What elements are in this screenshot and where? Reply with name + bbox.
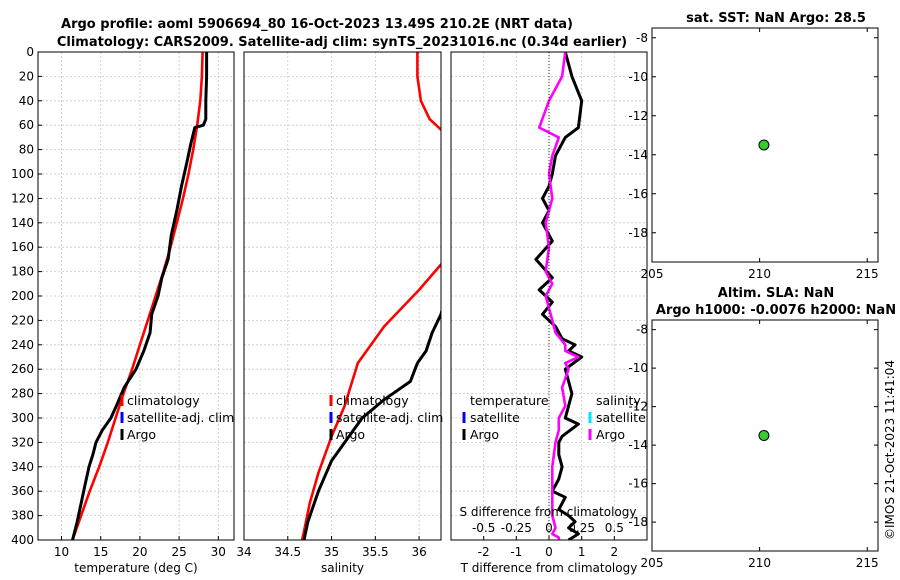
y-tick-label: -14 [628, 438, 648, 452]
x-tick-label: 20 [132, 545, 147, 559]
y-tick-label: 20 [19, 69, 34, 83]
y-tick-label: 80 [19, 143, 34, 157]
y-tick-label: -16 [628, 187, 648, 201]
profile-location-dot [758, 430, 770, 441]
y-tick-label: 360 [11, 484, 34, 498]
x-tick-label-top: -0.25 [501, 521, 532, 535]
y-tick-label: 240 [11, 338, 34, 352]
y-tick-label: 260 [11, 362, 34, 376]
x-tick-label: 10 [54, 545, 69, 559]
legend-label: satellite [596, 410, 646, 425]
x-tick-label: 25 [171, 545, 186, 559]
y-tick-label: 100 [11, 167, 34, 181]
y-tick-label: -18 [628, 515, 648, 529]
legend-title-temperature: temperature [470, 393, 549, 408]
x-tick-label-top: 0.25 [568, 521, 595, 535]
legend-title-salinity: salinity [596, 393, 641, 408]
x-tick-label-top: 0.5 [605, 521, 624, 535]
y-tick-label: -10 [628, 70, 648, 84]
x-tick-label: 210 [748, 556, 771, 570]
series-line-argo [70, 52, 209, 540]
y-tick-label: 300 [11, 411, 34, 425]
x-tick-label: -1 [510, 545, 522, 559]
x-axis-label: salinity [321, 561, 364, 575]
x-tick-label: 34.5 [274, 545, 301, 559]
x-axis-label: temperature (deg C) [74, 561, 197, 575]
legend-label: climatology [336, 393, 409, 408]
y-tick-label: -16 [628, 477, 648, 491]
y-tick-label: 340 [11, 460, 34, 474]
y-tick-label: 200 [11, 289, 34, 303]
y-tick-label: -12 [628, 109, 648, 123]
y-tick-label: 160 [11, 240, 34, 254]
legend-label: Argo [470, 427, 499, 442]
y-tick-label: 400 [11, 533, 34, 547]
x-tick-label: 205 [641, 267, 664, 281]
difference-panel: -2 -1 0 1 2T difference from climatologytemp… [450, 51, 648, 575]
map-frame [651, 27, 879, 263]
legend-label: Argo [127, 427, 156, 442]
y-tick-label: -8 [636, 31, 648, 45]
axes-frame [37, 51, 235, 541]
y-tick-label: 140 [11, 216, 34, 230]
series-line-s-diff-argo [537, 52, 580, 540]
x-tick-label: 15 [93, 545, 108, 559]
timestamp: ©IMOS 21-Oct-2023 11:41:04 [883, 360, 897, 540]
x-tick-label-top: 0 [545, 521, 553, 535]
x-axis-label: T difference from climatology [460, 561, 638, 575]
x-tick-label: 35 [324, 545, 339, 559]
x-axis-label-top: S difference from climatology [460, 505, 637, 519]
sst-title: sat. SST: NaN Argo: 28.5 [686, 11, 866, 26]
legend-label: satellite-adj. clim [336, 410, 443, 425]
x-tick-label: 215 [856, 556, 879, 570]
salinity-panel: 34 34.5 35 35.5 36 salinity climatology satelli… [236, 51, 443, 575]
y-tick-label: 40 [19, 94, 34, 108]
x-tick-label: 30 [211, 545, 226, 559]
legend-label: Argo [596, 427, 625, 442]
y-tick-label: 280 [11, 387, 34, 401]
x-tick-label: 215 [856, 267, 879, 281]
x-tick-label: 35.5 [362, 545, 389, 559]
y-tick-label: 380 [11, 509, 34, 523]
sla-title: Altim. SLA: NaN [718, 286, 834, 301]
legend-label: satellite [470, 410, 520, 425]
series-line-argo [302, 307, 441, 540]
x-tick-label: 210 [748, 267, 771, 281]
x-tick-label: 205 [641, 556, 664, 570]
y-tick-label: -18 [628, 226, 648, 240]
axes-frame [243, 51, 442, 541]
y-tick-label: -10 [628, 361, 648, 375]
x-tick-label: 1 [578, 545, 586, 559]
profile-location-dot [758, 139, 770, 151]
figure-title-line1: Argo profile: aoml 5906694_80 16-Oct-202… [61, 17, 573, 32]
y-tick-label: 60 [19, 118, 34, 132]
x-tick-label: 36 [411, 545, 426, 559]
legend-label: Argo [336, 427, 365, 442]
series-line-t-diff-argo [534, 52, 584, 540]
figure-title-line2: Climatology: CARS2009. Satellite-adj cli… [57, 35, 627, 50]
y-tick-label: 220 [11, 313, 34, 327]
x-tick-label: 0 [545, 545, 553, 559]
y-tick-label: -14 [628, 148, 648, 162]
legend-label: satellite-adj. clim [127, 410, 234, 425]
legend-label: climatology [127, 393, 200, 408]
y-tick-label: 180 [11, 265, 34, 279]
x-tick-label: -2 [478, 545, 490, 559]
series-line-climatology [300, 52, 441, 540]
temperature-panel: 10 15 20 25 30020406080100120140160180200220… [11, 45, 235, 575]
y-tick-label: 320 [11, 435, 34, 449]
series-line-climatology [70, 52, 204, 540]
y-tick-label: -12 [628, 400, 648, 414]
x-tick-label: 2 [611, 545, 619, 559]
sst-map-panel: -8 -10 -12 -14 -16 -18 205 210 215 [628, 27, 879, 281]
map-frame [651, 319, 879, 552]
x-tick-label-top: -0.5 [472, 521, 495, 535]
y-tick-label: 120 [11, 191, 34, 205]
sla-subtitle: Argo h1000: -0.0076 h2000: NaN [656, 303, 896, 318]
y-tick-label: -8 [636, 323, 648, 337]
x-tick-label: 34 [236, 545, 251, 559]
y-tick-label: 0 [26, 45, 34, 59]
sla-map-panel: -8 -10 -12 -14 -16 -18 205 210 215 [628, 319, 879, 570]
